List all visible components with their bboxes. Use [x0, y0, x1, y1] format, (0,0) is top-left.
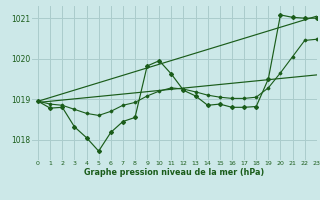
X-axis label: Graphe pression niveau de la mer (hPa): Graphe pression niveau de la mer (hPa): [84, 168, 265, 177]
